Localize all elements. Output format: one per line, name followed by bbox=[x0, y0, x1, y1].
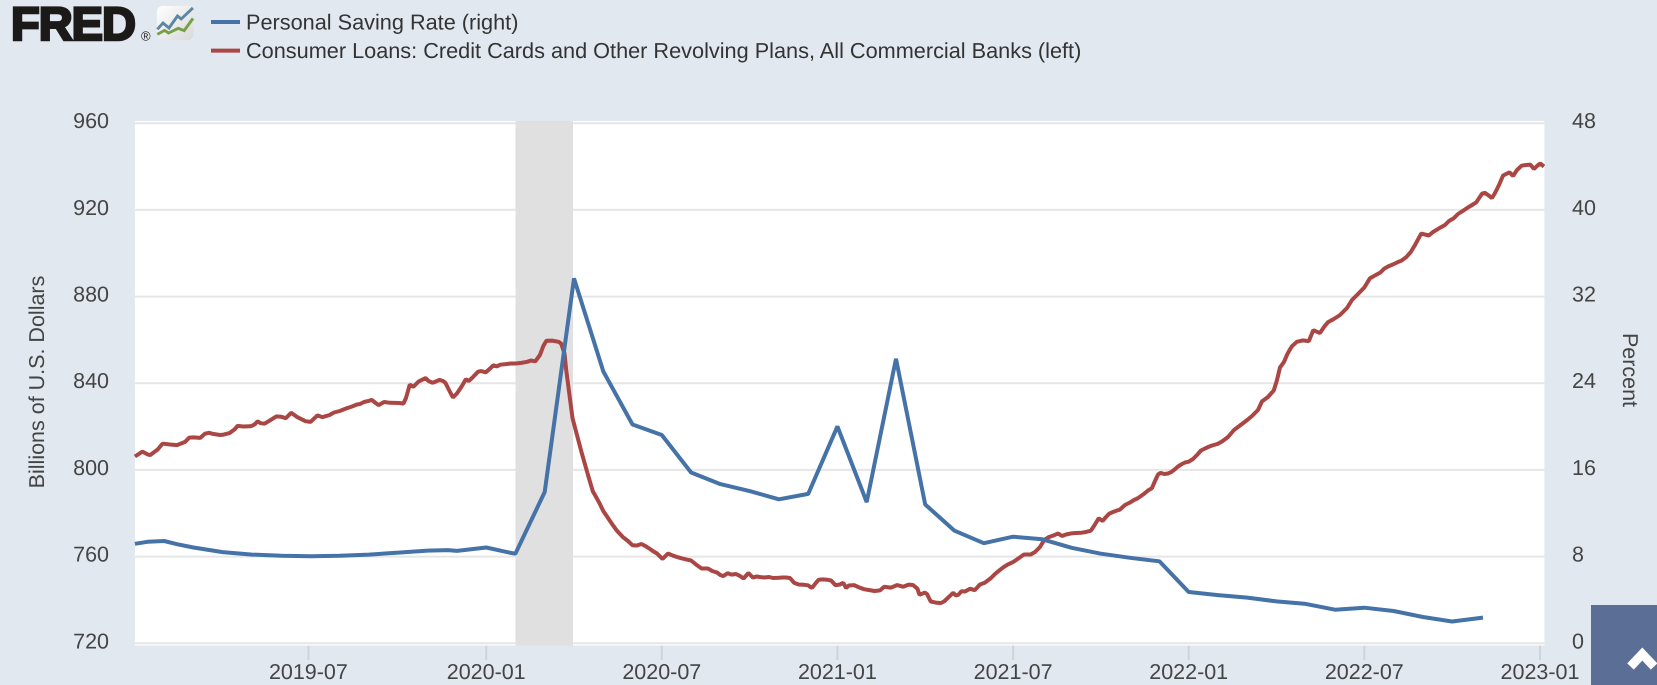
svg-text:Billions of U.S. Dollars: Billions of U.S. Dollars bbox=[25, 276, 49, 489]
svg-text:2021-07: 2021-07 bbox=[974, 660, 1053, 684]
svg-text:16: 16 bbox=[1572, 456, 1596, 480]
svg-text:920: 920 bbox=[73, 196, 109, 220]
svg-text:0: 0 bbox=[1572, 629, 1584, 653]
svg-text:48: 48 bbox=[1572, 109, 1596, 133]
svg-text:880: 880 bbox=[73, 283, 109, 307]
svg-text:2022-07: 2022-07 bbox=[1325, 660, 1404, 684]
svg-text:32: 32 bbox=[1572, 283, 1596, 307]
svg-text:840: 840 bbox=[73, 369, 109, 393]
svg-text:2022-01: 2022-01 bbox=[1149, 660, 1228, 684]
svg-text:Consumer Loans: Credit Cards a: Consumer Loans: Credit Cards and Other R… bbox=[246, 38, 1081, 63]
svg-text:24: 24 bbox=[1572, 369, 1596, 393]
svg-text:2019-07: 2019-07 bbox=[269, 660, 348, 684]
svg-text:760: 760 bbox=[73, 543, 109, 567]
svg-text:FRED: FRED bbox=[11, 0, 135, 50]
svg-text:Personal Saving Rate (right): Personal Saving Rate (right) bbox=[246, 10, 518, 35]
svg-text:40: 40 bbox=[1572, 196, 1596, 220]
svg-text:960: 960 bbox=[73, 109, 109, 133]
svg-text:720: 720 bbox=[73, 629, 109, 653]
svg-text:2020-07: 2020-07 bbox=[622, 660, 701, 684]
svg-text:800: 800 bbox=[73, 456, 109, 480]
svg-text:2021-01: 2021-01 bbox=[798, 660, 877, 684]
svg-text:®: ® bbox=[141, 29, 151, 44]
svg-text:8: 8 bbox=[1572, 543, 1584, 567]
svg-text:2023-01: 2023-01 bbox=[1501, 660, 1580, 684]
svg-text:Percent: Percent bbox=[1618, 333, 1642, 407]
svg-text:2020-01: 2020-01 bbox=[447, 660, 526, 684]
